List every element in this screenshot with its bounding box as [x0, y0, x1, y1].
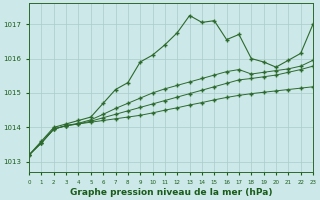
X-axis label: Graphe pression niveau de la mer (hPa): Graphe pression niveau de la mer (hPa) — [70, 188, 272, 197]
